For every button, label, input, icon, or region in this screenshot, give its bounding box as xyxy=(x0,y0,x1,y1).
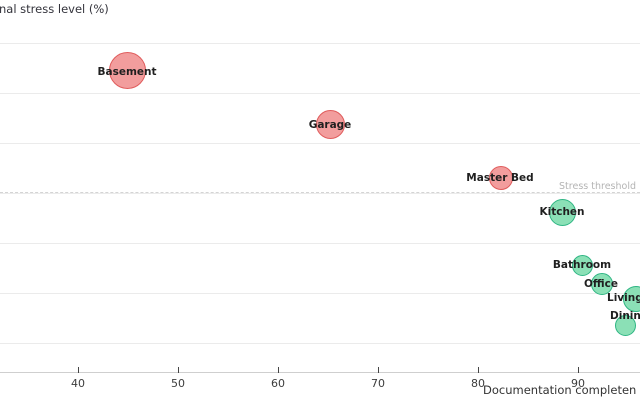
x-tick-label: 40 xyxy=(71,377,85,390)
x-tick xyxy=(478,367,479,373)
stress-threshold-line xyxy=(0,192,640,193)
point-label-kitchen: Kitchen xyxy=(539,206,585,218)
bubble-kitchen xyxy=(548,198,576,226)
x-axis-title: Documentation completen xyxy=(483,383,637,397)
bubble-master-bed xyxy=(489,166,513,190)
point-label-bathroom: Bathroom xyxy=(552,259,612,271)
gridline xyxy=(0,43,640,44)
stress-threshold-label: Stress threshold xyxy=(559,181,636,192)
x-tick xyxy=(78,367,79,373)
x-tick xyxy=(178,367,179,373)
x-tick-label: 90 xyxy=(571,377,585,390)
gridline xyxy=(0,293,640,294)
point-label-dining-room: Dining xyxy=(610,310,640,322)
gridline xyxy=(0,143,640,144)
bubble-living-room xyxy=(623,286,640,312)
point-label-garage: Garage xyxy=(308,119,352,131)
x-tick xyxy=(378,367,379,373)
x-tick-label: 50 xyxy=(171,377,185,390)
x-tick xyxy=(578,367,579,373)
point-label-basement: Basement xyxy=(97,66,157,78)
x-tick-label: 60 xyxy=(271,377,285,390)
gridline xyxy=(0,343,640,344)
bubble-garage xyxy=(315,109,345,139)
x-tick xyxy=(278,367,279,373)
gridline xyxy=(0,93,640,94)
bubble-bathroom xyxy=(571,254,593,276)
x-tick-label: 70 xyxy=(371,377,385,390)
point-label-master-bed: Master Bed xyxy=(466,172,534,184)
point-label-living-room: Living R xyxy=(607,292,640,304)
gridline xyxy=(0,243,640,244)
chart-title: nal stress level (%) xyxy=(0,2,109,16)
x-axis-line xyxy=(0,372,640,373)
gridline xyxy=(0,193,640,194)
bubble-office xyxy=(591,273,613,295)
bubble-dining-room xyxy=(614,314,636,336)
point-label-office: Office xyxy=(584,278,618,290)
bubble-basement xyxy=(108,51,146,89)
x-tick-label: 80 xyxy=(471,377,485,390)
